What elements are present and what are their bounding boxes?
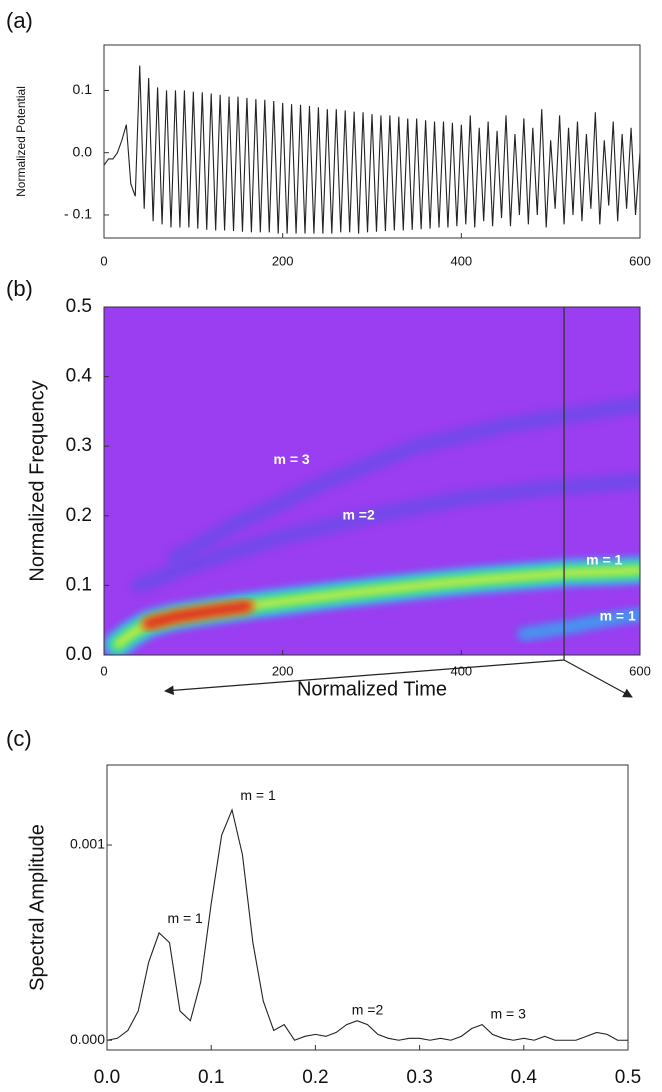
annotation: m = 1	[586, 552, 622, 568]
annotation: m =2	[342, 507, 375, 523]
x-tick-label: 0	[100, 663, 107, 678]
y-axis-label: Spectral Amplitude	[26, 824, 48, 991]
annotation: m = 3	[273, 451, 309, 467]
plot-frame	[103, 44, 641, 239]
arrow-left	[164, 659, 565, 696]
ridge	[520, 611, 640, 638]
spectrogram	[104, 307, 640, 655]
annotation: m = 3	[490, 1006, 526, 1022]
y-tick-label: 0.000	[70, 1031, 105, 1047]
annotation: m = 1	[240, 787, 276, 803]
y-tick-label: 0.0	[73, 143, 93, 159]
x-tick-label: 600	[629, 253, 651, 268]
panel-label: (b)	[6, 276, 33, 301]
panel-label: (a)	[6, 8, 33, 33]
x-tick-label: 0.3	[406, 1067, 432, 1088]
y-axis-label: Normalized Frequency	[26, 380, 48, 581]
x-tick-label: 0.0	[94, 1067, 120, 1088]
y-tick-label: 0.4	[66, 366, 93, 387]
ridge	[167, 396, 640, 566]
annotation: m =2	[352, 1002, 384, 1018]
plot-frame	[103, 306, 641, 656]
x-axis-label: Normalized Time	[297, 678, 447, 700]
y-tick-label: 0.001	[70, 836, 105, 852]
x-tick-label: 600	[629, 663, 651, 678]
y-tick-label: 0.3	[66, 435, 92, 456]
panel-label: (c)	[6, 726, 32, 751]
ridge	[145, 602, 251, 628]
x-tick-label: 0.1	[198, 1067, 224, 1088]
plot-frame	[106, 764, 629, 1051]
x-tick-label: 0.2	[302, 1067, 328, 1088]
annotation: m = 1	[167, 910, 203, 926]
arrow-right	[563, 659, 633, 698]
x-tick-label: 0.5	[615, 1067, 641, 1088]
x-tick-label: 400	[450, 663, 472, 678]
y-tick-label: 0.5	[66, 296, 92, 317]
x-tick-label: 200	[272, 663, 294, 678]
data-line	[106, 808, 628, 1041]
y-axis-label: Normalized Potential	[14, 86, 28, 197]
x-tick-label: 400	[450, 253, 472, 268]
y-tick-label: 0.2	[66, 505, 92, 526]
x-tick-label: 0.4	[511, 1067, 538, 1088]
x-tick-label: 0	[100, 253, 107, 268]
ridge	[131, 473, 640, 594]
annotation: m = 1	[600, 607, 636, 623]
x-tick-label: 200	[272, 253, 294, 268]
data-line	[103, 65, 641, 234]
y-tick-label: - 0.1	[64, 206, 92, 222]
y-tick-label: 0.0	[66, 644, 92, 665]
y-tick-label: 0.1	[66, 574, 92, 595]
y-tick-label: 0.1	[73, 81, 93, 97]
